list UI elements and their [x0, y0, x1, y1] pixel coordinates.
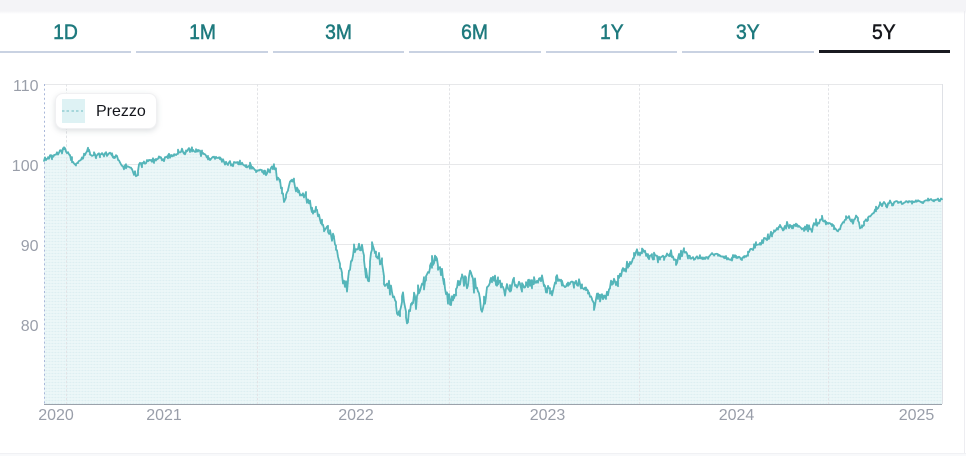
- svg-text:100: 100: [12, 158, 39, 175]
- svg-text:2020: 2020: [38, 407, 74, 424]
- svg-text:110: 110: [13, 78, 39, 95]
- svg-text:2022: 2022: [338, 407, 374, 424]
- svg-text:2025: 2025: [899, 407, 935, 424]
- svg-text:2021: 2021: [146, 407, 182, 424]
- svg-text:80: 80: [21, 318, 39, 335]
- svg-text:2023: 2023: [530, 407, 566, 424]
- svg-text:2024: 2024: [719, 407, 755, 424]
- svg-text:90: 90: [21, 238, 39, 255]
